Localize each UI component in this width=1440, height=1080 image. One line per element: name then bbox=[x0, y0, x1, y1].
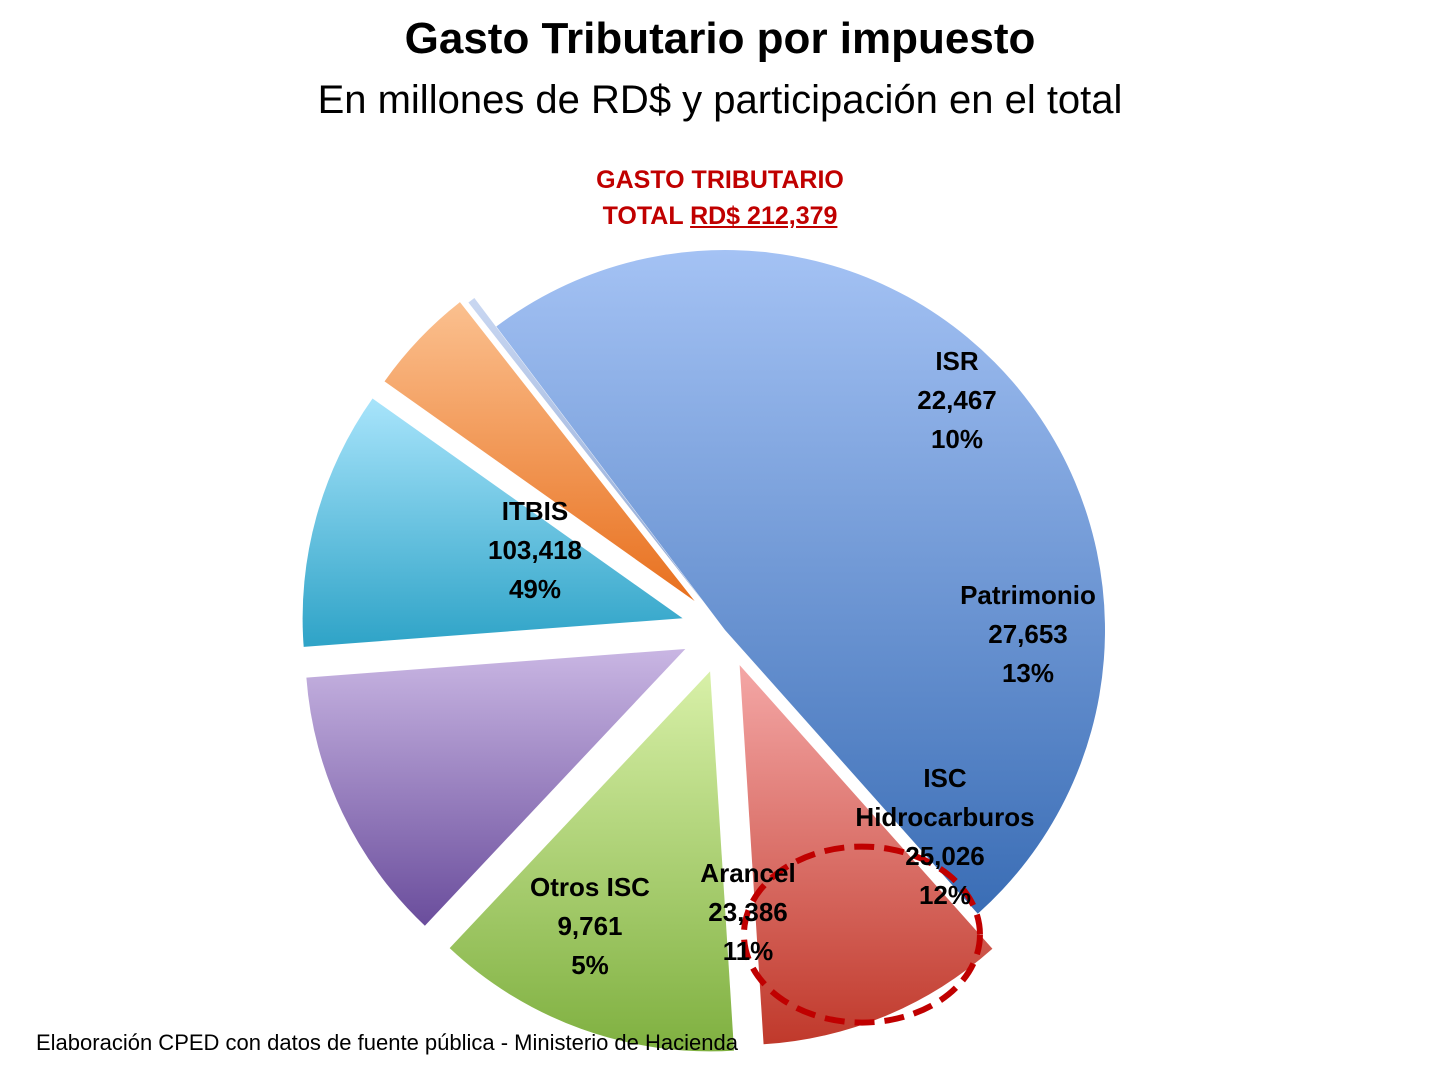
total-prefix: TOTAL bbox=[602, 202, 691, 230]
slice-value-isr: 22,467 bbox=[917, 385, 997, 415]
pie-slice-otros_isc bbox=[384, 302, 695, 602]
pie-slice-itbis bbox=[496, 250, 1105, 914]
pie-slice-isr bbox=[739, 665, 993, 1045]
slice-name-isc_hidrocarburos: ISC bbox=[923, 763, 967, 793]
slice-label-isc_hidrocarburos: ISC Hidrocarburos 25,026 12% bbox=[855, 763, 1034, 910]
slice-pct-isc_hidrocarburos: 12% bbox=[919, 880, 971, 910]
slice-name-itbis: ITBIS bbox=[502, 496, 568, 526]
pie-slice-patrimonio bbox=[449, 671, 735, 1052]
pie-slice-arancel bbox=[302, 398, 683, 647]
slice-value-itbis: 103,418 bbox=[488, 535, 582, 565]
slice-name-arancel: Arancel bbox=[700, 858, 795, 888]
slice-pct-patrimonio: 13% bbox=[1002, 658, 1054, 688]
chart-title: Gasto Tributario por impuesto bbox=[404, 14, 1036, 63]
slice-label-isr: ISR 22,467 10% bbox=[917, 346, 997, 454]
chart-subtitle: En millones de RD$ y participación en el… bbox=[317, 78, 1123, 122]
slice-value-arancel: 23,386 bbox=[708, 897, 788, 927]
source-note: Elaboración CPED con datos de fuente púb… bbox=[36, 1030, 738, 1055]
slice-name-isc_hidrocarburos: Hidrocarburos bbox=[855, 802, 1034, 832]
slice-pct-isr: 10% bbox=[931, 424, 983, 454]
slice-name-patrimonio: Patrimonio bbox=[960, 580, 1096, 610]
highlight-ring bbox=[740, 843, 983, 1026]
slice-value-otros_isc: 9,761 bbox=[557, 911, 622, 941]
total-value: RD$ 212,379 bbox=[690, 202, 838, 230]
slice-label-arancel: Arancel 23,386 11% bbox=[700, 858, 795, 966]
slice-label-itbis: ITBIS 103,418 49% bbox=[488, 496, 582, 604]
slice-label-patrimonio: Patrimonio 27,653 13% bbox=[960, 580, 1096, 688]
slice-name-otros_isc: Otros ISC bbox=[530, 872, 650, 902]
total-label-line2: TOTAL RD$ 212,379 bbox=[0, 198, 1440, 234]
slice-pct-arancel: 11% bbox=[723, 936, 774, 966]
slice-pct-otros_isc: 5% bbox=[571, 950, 609, 980]
slice-value-patrimonio: 27,653 bbox=[988, 619, 1068, 649]
slice-name-isr: ISR bbox=[935, 346, 979, 376]
slice-value-isc_hidrocarburos: 25,026 bbox=[905, 841, 985, 871]
pie-slice-isc_hidrocarburos bbox=[306, 648, 686, 926]
slice-label-otros_isc: Otros ISC 9,761 5% bbox=[530, 872, 650, 980]
pie-slice-otros bbox=[468, 297, 704, 602]
total-label: GASTO TRIBUTARIO TOTAL RD$ 212,379 bbox=[0, 162, 1440, 234]
slice-pct-itbis: 49% bbox=[509, 574, 561, 604]
total-label-line1: GASTO TRIBUTARIO bbox=[596, 166, 844, 194]
